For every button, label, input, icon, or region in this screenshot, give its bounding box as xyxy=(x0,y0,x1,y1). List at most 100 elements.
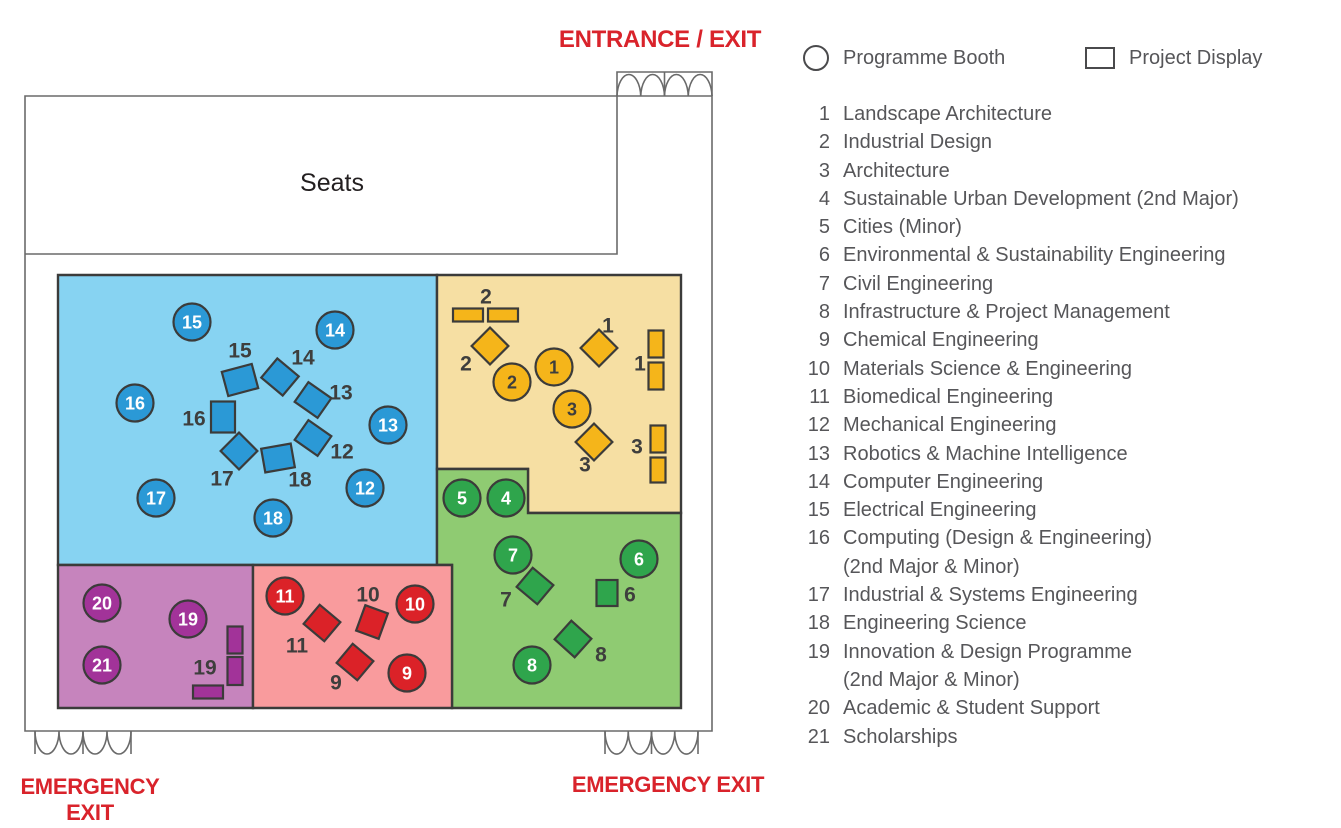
display-label-15: 15 xyxy=(228,339,252,362)
booth-number-11: 11 xyxy=(275,586,294,606)
booth-number-2: 2 xyxy=(507,372,517,392)
booth-number-19: 19 xyxy=(178,609,198,629)
project-display-marker xyxy=(647,361,665,391)
display-label-1: 1 xyxy=(602,314,614,337)
booth-number-4: 4 xyxy=(501,488,511,508)
display-label-7: 7 xyxy=(500,588,512,611)
booth-number-14: 14 xyxy=(325,320,345,340)
booth-circle-15 xyxy=(172,302,212,342)
booth-number-17: 17 xyxy=(146,488,166,508)
project-display-marker xyxy=(451,307,485,323)
booth-circle-21 xyxy=(82,645,122,685)
display-label-11: 11 xyxy=(286,634,309,657)
project-display-marker xyxy=(647,329,665,359)
emergency-exit-label-left: EMERGENCY EXIT xyxy=(20,774,160,825)
booth-circle-9 xyxy=(387,653,427,693)
booth-number-1: 1 xyxy=(549,357,559,377)
booth-circle-5 xyxy=(442,478,482,518)
project-display-marker xyxy=(293,418,333,458)
display-label-3: 3 xyxy=(631,435,643,458)
project-display-marker xyxy=(302,603,342,643)
project-display-marker xyxy=(579,328,619,368)
display-label-2: 2 xyxy=(480,285,492,308)
booth-number-12: 12 xyxy=(355,478,375,498)
booth-number-18: 18 xyxy=(263,508,283,528)
display-label-18: 18 xyxy=(288,468,312,491)
booth-circle-19 xyxy=(168,599,208,639)
booth-number-16: 16 xyxy=(125,393,145,413)
booth-circle-18 xyxy=(253,498,293,538)
project-display-marker xyxy=(209,400,237,434)
display-label-14: 14 xyxy=(291,346,315,369)
project-display-marker xyxy=(470,326,510,366)
booth-circle-14 xyxy=(315,310,355,350)
booth-number-5: 5 xyxy=(457,488,467,508)
booth-number-6: 6 xyxy=(634,549,644,569)
booth-circle-13 xyxy=(368,405,408,445)
booth-circle-1 xyxy=(534,347,574,387)
project-display-marker xyxy=(335,642,375,682)
booth-number-9: 9 xyxy=(402,663,412,683)
entrance-exit-label: ENTRANCE / EXIT xyxy=(558,26,762,53)
project-display-marker xyxy=(219,431,259,471)
exit-door-left-swing-icon xyxy=(34,730,132,755)
project-display-marker xyxy=(259,442,297,474)
booth-number-20: 20 xyxy=(92,593,112,613)
project-display-marker xyxy=(220,362,260,398)
display-label-1: 1 xyxy=(634,352,646,375)
project-display-marker xyxy=(226,625,244,655)
project-display-marker xyxy=(595,578,619,608)
display-label-13: 13 xyxy=(329,381,352,404)
booth-circle-2 xyxy=(492,362,532,402)
display-label-8: 8 xyxy=(595,643,607,666)
project-display-marker xyxy=(649,424,667,454)
booth-number-10: 10 xyxy=(405,594,425,614)
outer-wall xyxy=(24,95,713,732)
booth-number-15: 15 xyxy=(182,312,202,332)
booth-number-3: 3 xyxy=(567,399,577,419)
display-label-2: 2 xyxy=(460,352,472,375)
seats-partition xyxy=(25,96,618,255)
exit-door-right-swing-icon xyxy=(604,730,699,755)
display-label-12: 12 xyxy=(330,440,353,463)
project-display-marker xyxy=(293,380,333,420)
booth-circle-8 xyxy=(512,645,552,685)
booth-circle-20 xyxy=(82,583,122,623)
project-display-marker xyxy=(574,422,614,462)
project-displays-layer xyxy=(191,307,667,700)
display-label-10: 10 xyxy=(356,583,379,606)
booth-circle-17 xyxy=(136,478,176,518)
display-label-3: 3 xyxy=(579,453,591,476)
seats-area-label: Seats xyxy=(300,169,364,197)
project-display-marker xyxy=(259,356,301,398)
booth-circle-4 xyxy=(486,478,526,518)
project-display-marker xyxy=(486,307,520,323)
booth-number-21: 21 xyxy=(92,655,112,675)
booth-circle-3 xyxy=(552,389,592,429)
booth-number-13: 13 xyxy=(378,415,398,435)
project-display-marker xyxy=(226,655,244,687)
booth-circle-10 xyxy=(395,584,435,624)
project-display-marker xyxy=(649,456,667,484)
booth-circle-7 xyxy=(493,535,533,575)
project-display-marker xyxy=(515,566,555,606)
display-label-17: 17 xyxy=(210,467,233,490)
booth-circle-11 xyxy=(265,576,305,616)
display-label-9: 9 xyxy=(330,671,342,694)
booth-number-8: 8 xyxy=(527,655,537,675)
booth-circle-6 xyxy=(619,539,659,579)
booth-number-7: 7 xyxy=(508,545,518,565)
display-label-16: 16 xyxy=(182,407,205,430)
booth-circle-16 xyxy=(115,383,155,423)
project-display-marker xyxy=(191,684,225,700)
emergency-exit-label-right: EMERGENCY EXIT xyxy=(571,772,765,797)
project-display-marker xyxy=(354,603,390,641)
entrance-door-swing-icon xyxy=(616,73,713,97)
booth-circle-12 xyxy=(345,468,385,508)
project-display-marker xyxy=(553,619,593,659)
display-label-6: 6 xyxy=(624,583,636,606)
